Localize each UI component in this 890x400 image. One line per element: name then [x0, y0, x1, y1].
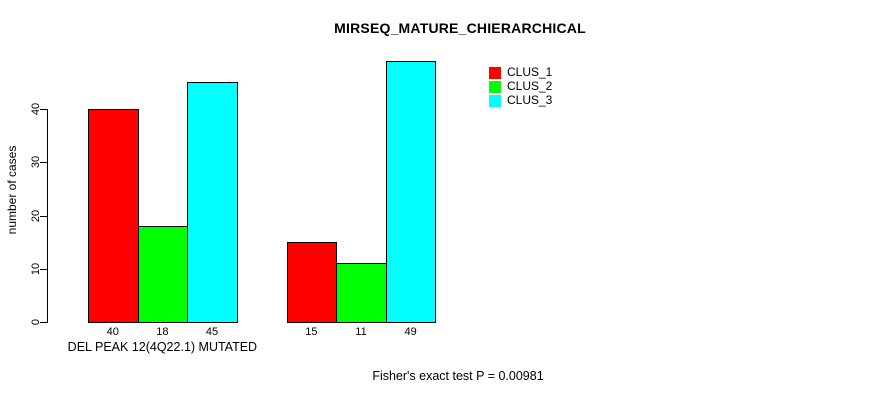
legend-swatch-clus_1 [489, 66, 501, 79]
y-axis-tick-label: 30 [30, 156, 42, 169]
y-axis-tick [40, 322, 47, 323]
bar-value-label: 15 [305, 326, 318, 338]
bar-clus_2-group1 [137, 226, 189, 323]
bar-value-label: 45 [205, 326, 219, 338]
y-axis-tick [40, 162, 47, 164]
x-axis-category-label: DEL PEAK 12(4Q22.1) MUTATED [67, 340, 258, 354]
legend-label: CLUS_1 [507, 65, 553, 79]
y-axis-tick [40, 215, 47, 217]
y-axis-label: number of cases [5, 145, 19, 235]
bar-clus_3-group1 [187, 82, 238, 323]
bar-value-label: 11 [355, 326, 367, 338]
y-axis-tick-label: 40 [30, 102, 42, 116]
legend-label: CLUS_2 [507, 79, 553, 93]
bar-value-label: 49 [404, 326, 417, 338]
bar-clus_2-group2 [336, 263, 387, 323]
y-axis-tick-label: 0 [30, 318, 42, 326]
footer-annotation: Fisher's exact test P = 0.00981 [372, 369, 544, 383]
bar-clus_1-group1 [88, 109, 139, 323]
legend: CLUS_1 CLUS_2 CLUS_3 [489, 66, 552, 107]
bar-clus_1-group2 [286, 242, 338, 323]
legend-entry-clus_3: CLUS_3 [489, 94, 552, 107]
bar-clus_3-group2 [385, 61, 437, 323]
legend-entry-clus_1: CLUS_1 [489, 66, 552, 79]
legend-swatch-clus_2 [489, 80, 501, 93]
bar-value-label: 40 [106, 326, 119, 338]
y-axis-tick [40, 268, 47, 270]
legend-swatch-clus_3 [489, 94, 501, 107]
y-axis-tick-label: 20 [30, 209, 42, 222]
y-axis-line [47, 109, 48, 323]
bar-value-label: 18 [156, 326, 169, 338]
chart-title: MIRSEQ_MATURE_CHIERARCHICAL [334, 20, 586, 36]
legend-entry-clus_2: CLUS_2 [489, 80, 552, 93]
legend-label: CLUS_3 [507, 93, 553, 107]
y-axis-tick [40, 109, 47, 110]
y-axis-tick-label: 10 [30, 262, 42, 275]
